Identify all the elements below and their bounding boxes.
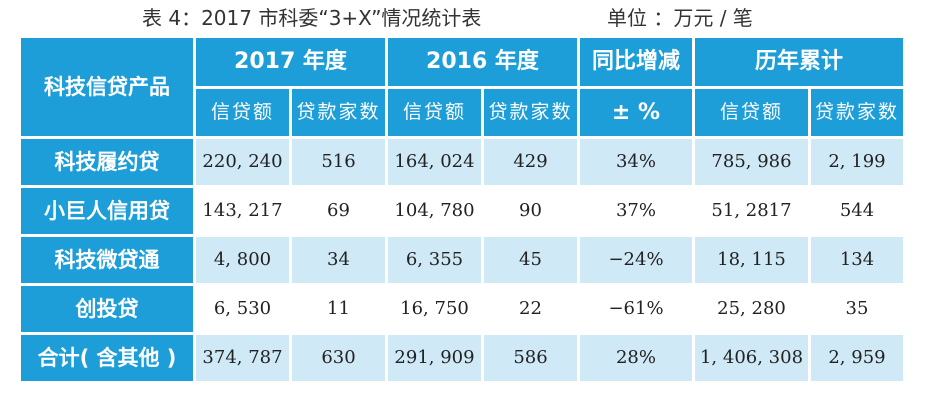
- credit-2017-cell: 220, 240: [196, 139, 289, 185]
- credit-2016-cell: 164, 024: [388, 139, 481, 185]
- header-2016: 2016 年度: [388, 38, 577, 86]
- credit-2016-cell: 6, 355: [388, 237, 481, 283]
- count-cumulative-cell: 2, 959: [811, 335, 903, 381]
- subheader-count-2016: 贷款家数: [484, 89, 577, 136]
- unit-label: 单位 ：万元 / 笔: [607, 6, 753, 30]
- count-cumulative-cell: 35: [811, 286, 903, 332]
- count-2016-cell: 45: [484, 237, 577, 283]
- credit-2017-cell: 4, 800: [196, 237, 289, 283]
- table-row: 小巨人信用贷 143, 217 69 104, 780 90 37% 51, 2…: [21, 188, 903, 234]
- count-2017-cell: 69: [292, 188, 385, 234]
- table-row: 创投贷 6, 530 11 16, 750 22 −61% 25, 280 35: [21, 286, 903, 332]
- count-2016-cell: 22: [484, 286, 577, 332]
- yoy-cell: 34%: [580, 139, 692, 185]
- count-cumulative-cell: 544: [811, 188, 903, 234]
- count-cumulative-cell: 2, 199: [811, 139, 903, 185]
- table-row: 科技微贷通 4, 800 34 6, 355 45 −24% 18, 115 1…: [21, 237, 903, 283]
- header-product: 科技信贷产品: [21, 38, 193, 136]
- count-2016-cell: 429: [484, 139, 577, 185]
- count-2016-cell: 586: [484, 335, 577, 381]
- count-2017-cell: 11: [292, 286, 385, 332]
- row-label: 科技履约贷: [21, 139, 193, 185]
- credit-2016-cell: 16, 750: [388, 286, 481, 332]
- table-title: 表 4：2017 市科委“3+X”情况统计表: [142, 6, 482, 30]
- header-cumulative: 历年累计: [695, 38, 903, 86]
- subheader-credit-2016: 信贷额: [388, 89, 481, 136]
- header-2017: 2017 年度: [196, 38, 385, 86]
- credit-2017-cell: 6, 530: [196, 286, 289, 332]
- count-2017-cell: 516: [292, 139, 385, 185]
- subheader-credit-2017: 信贷额: [196, 89, 289, 136]
- subheader-count-cumulative: 贷款家数: [811, 89, 903, 136]
- yoy-cell: −61%: [580, 286, 692, 332]
- yoy-cell: −24%: [580, 237, 692, 283]
- row-label: 科技微贷通: [21, 237, 193, 283]
- credit-cumulative-cell: 51, 2817: [695, 188, 808, 234]
- yoy-cell: 37%: [580, 188, 692, 234]
- subheader-pct: ± %: [580, 89, 692, 136]
- row-label: 创投贷: [21, 286, 193, 332]
- credit-2017-cell: 374, 787: [196, 335, 289, 381]
- subheader-credit-cumulative: 信贷额: [695, 89, 808, 136]
- credit-cumulative-cell: 18, 115: [695, 237, 808, 283]
- count-cumulative-cell: 134: [811, 237, 903, 283]
- subheader-count-2017: 贷款家数: [292, 89, 385, 136]
- count-2016-cell: 90: [484, 188, 577, 234]
- credit-cumulative-cell: 1, 406, 308: [695, 335, 808, 381]
- credit-2017-cell: 143, 217: [196, 188, 289, 234]
- stats-table: 科技信贷产品 2017 年度 2016 年度 同比增减 历年累计 信贷额 贷款家…: [18, 35, 906, 384]
- yoy-cell: 28%: [580, 335, 692, 381]
- count-2017-cell: 34: [292, 237, 385, 283]
- table-row-total: 合计( 含其他 ) 374, 787 630 291, 909 586 28% …: [21, 335, 903, 381]
- row-label: 小巨人信用贷: [21, 188, 193, 234]
- header-yoy: 同比增减: [580, 38, 692, 86]
- credit-2016-cell: 291, 909: [388, 335, 481, 381]
- credit-cumulative-cell: 785, 986: [695, 139, 808, 185]
- credit-2016-cell: 104, 780: [388, 188, 481, 234]
- count-2017-cell: 630: [292, 335, 385, 381]
- credit-cumulative-cell: 25, 280: [695, 286, 808, 332]
- table-row: 科技履约贷 220, 240 516 164, 024 429 34% 785,…: [21, 139, 903, 185]
- table-caption: 表 4：2017 市科委“3+X”情况统计表 单位 ：万元 / 笔: [0, 0, 925, 34]
- row-label: 合计( 含其他 ): [21, 335, 193, 381]
